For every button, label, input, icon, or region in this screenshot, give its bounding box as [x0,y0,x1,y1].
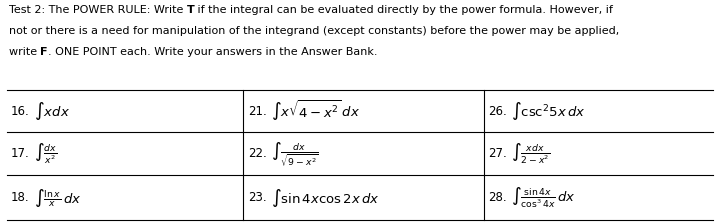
Text: T: T [186,5,194,15]
Text: 18.: 18. [11,191,30,204]
Text: $\int \frac{dx}{\sqrt{9-x^{2}}}$: $\int \frac{dx}{\sqrt{9-x^{2}}}$ [271,140,319,168]
Text: 28.: 28. [488,191,507,204]
Text: $\int \frac{dx}{x^{2}}$: $\int \frac{dx}{x^{2}}$ [34,142,57,166]
Text: $\int xdx$: $\int xdx$ [34,100,70,122]
Text: . ONE POINT each. Write your answers in the Answer Bank.: . ONE POINT each. Write your answers in … [48,47,377,57]
Text: $\int \frac{xdx}{2-x^{2}}$: $\int \frac{xdx}{2-x^{2}}$ [511,142,551,166]
Text: $\int x\sqrt{4-x^{2}}\, dx$: $\int x\sqrt{4-x^{2}}\, dx$ [271,99,361,123]
Text: 22.: 22. [248,147,267,160]
Text: 21.: 21. [248,105,267,117]
Text: Test 2: The POWER RULE: Write: Test 2: The POWER RULE: Write [9,5,186,15]
Text: write: write [9,47,40,57]
Text: 27.: 27. [488,147,507,160]
Text: if the integral can be evaluated directly by the power formula. However, if: if the integral can be evaluated directl… [194,5,613,15]
Text: $\int \sin 4x\cos 2x\, dx$: $\int \sin 4x\cos 2x\, dx$ [271,186,380,209]
Text: $\int \frac{\ln x}{x}\,dx$: $\int \frac{\ln x}{x}\,dx$ [34,186,81,209]
Text: 16.: 16. [11,105,30,117]
Text: 23.: 23. [248,191,267,204]
Text: F: F [40,47,48,57]
Text: $\int \frac{\sin 4x}{\cos^{3}4x}\,dx$: $\int \frac{\sin 4x}{\cos^{3}4x}\,dx$ [511,185,576,210]
Text: 17.: 17. [11,147,30,160]
Text: not or there is a need for manipulation of the integrand (except constants) befo: not or there is a need for manipulation … [9,26,619,36]
Text: 26.: 26. [488,105,507,117]
Text: $\int \mathrm{csc}^{2}5x\,dx$: $\int \mathrm{csc}^{2}5x\,dx$ [511,100,585,122]
